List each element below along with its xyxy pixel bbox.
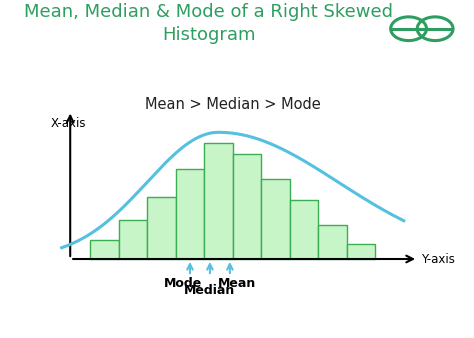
Text: X-axis: X-axis [50,117,86,130]
Text: Mean, Median & Mode of a Right Skewed
Histogram: Mean, Median & Mode of a Right Skewed Hi… [24,3,393,44]
Text: Mean: Mean [218,277,256,290]
Bar [204,143,233,259]
Text: Mean > Median > Mode: Mean > Median > Mode [145,97,320,112]
Text: Median: Median [184,285,236,297]
Bar [347,244,375,259]
Bar [261,179,290,259]
Text: Y-axis: Y-axis [421,252,455,266]
Bar [233,154,261,259]
Text: Mode: Mode [164,277,202,290]
Bar [176,169,204,259]
Bar [147,197,176,259]
Bar [290,200,318,259]
Bar [90,240,118,259]
Bar [118,220,147,259]
Bar [318,225,347,259]
